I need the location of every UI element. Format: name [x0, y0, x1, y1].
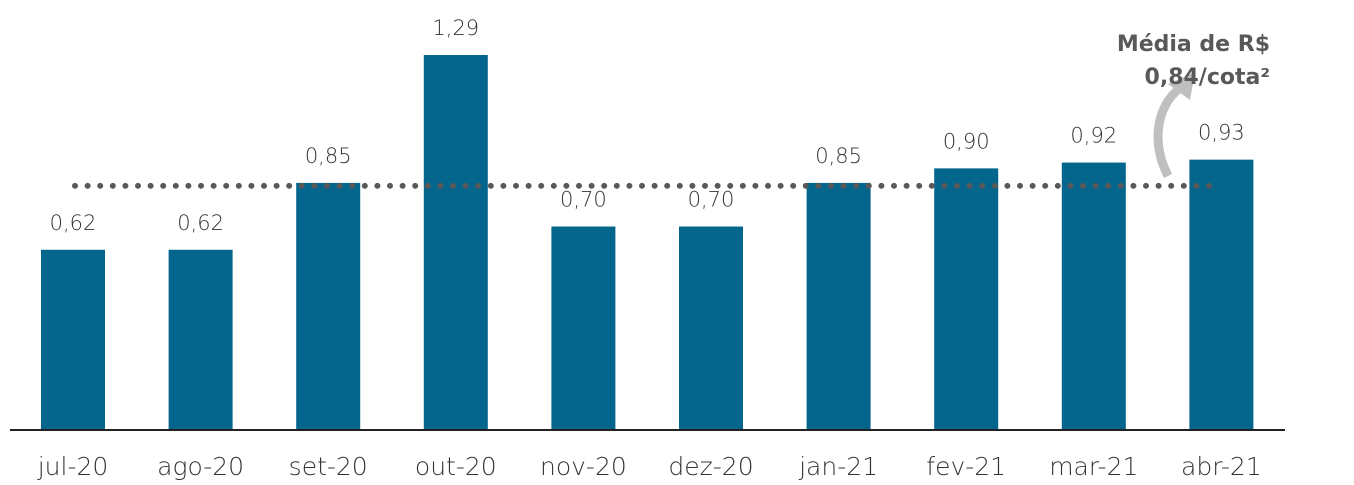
value-label: 0,85	[815, 144, 862, 168]
x-tick-label: jul-20	[37, 452, 109, 481]
value-label: 0,70	[688, 188, 735, 212]
bar	[551, 226, 616, 430]
x-tick-label: out-20	[415, 452, 497, 481]
annotation: 0,84/cota²	[1145, 65, 1270, 90]
x-tick-label: abr-21	[1181, 452, 1262, 481]
bar	[679, 226, 743, 430]
x-tick-label: ago-20	[157, 452, 244, 481]
x-tick-label: dez-20	[668, 452, 753, 481]
x-tick-label: set-20	[289, 452, 368, 481]
bar	[41, 249, 105, 430]
x-tick-label: jan-21	[798, 452, 878, 481]
bar	[934, 168, 999, 431]
value-label: 0,62	[177, 211, 224, 235]
bar	[1189, 159, 1254, 430]
bar	[168, 249, 233, 430]
annotation-arrowhead	[1168, 72, 1195, 100]
x-tick-label: mar-21	[1049, 452, 1138, 481]
value-label: 0,93	[1198, 121, 1245, 145]
bar	[1061, 162, 1126, 430]
value-label: 0,92	[1070, 124, 1117, 148]
value-label: 1,29	[432, 16, 479, 40]
bar	[296, 182, 361, 430]
x-tick-label: fev-21	[926, 452, 1006, 481]
value-label: 0,85	[305, 144, 352, 168]
bar	[423, 55, 488, 430]
annotation-arrow	[1153, 84, 1183, 179]
value-label: 0,70	[560, 188, 607, 212]
annotation: Média de R$	[1117, 32, 1270, 57]
value-label: 0,62	[50, 211, 97, 235]
value-label: 0,90	[943, 129, 990, 153]
x-tick-label: nov-20	[540, 452, 627, 481]
bar	[806, 182, 871, 430]
